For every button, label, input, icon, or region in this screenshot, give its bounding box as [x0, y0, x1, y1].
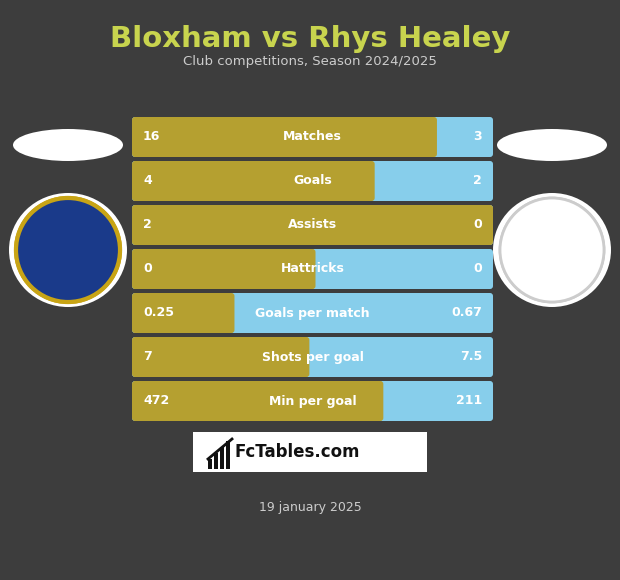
Text: 0: 0 — [473, 263, 482, 276]
Text: Matches: Matches — [283, 130, 342, 143]
Text: Club competitions, Season 2024/2025: Club competitions, Season 2024/2025 — [183, 55, 437, 68]
Ellipse shape — [13, 129, 123, 161]
FancyBboxPatch shape — [132, 381, 493, 421]
FancyBboxPatch shape — [132, 337, 309, 377]
Text: Bloxham vs Rhys Healey: Bloxham vs Rhys Healey — [110, 25, 510, 53]
FancyBboxPatch shape — [132, 117, 437, 157]
Text: 2: 2 — [143, 219, 152, 231]
FancyBboxPatch shape — [132, 161, 374, 201]
Text: 2: 2 — [473, 175, 482, 187]
Text: Min per goal: Min per goal — [268, 394, 356, 408]
FancyBboxPatch shape — [193, 432, 427, 472]
Text: 0: 0 — [473, 219, 482, 231]
Bar — [220, 447, 224, 469]
FancyBboxPatch shape — [132, 293, 493, 333]
Text: 3: 3 — [474, 130, 482, 143]
FancyBboxPatch shape — [132, 249, 316, 289]
FancyBboxPatch shape — [132, 205, 493, 245]
FancyBboxPatch shape — [132, 293, 234, 333]
Ellipse shape — [497, 129, 607, 161]
Text: 19 january 2025: 19 january 2025 — [259, 502, 361, 514]
Text: Goals per match: Goals per match — [255, 306, 370, 320]
Bar — [226, 441, 230, 469]
FancyBboxPatch shape — [132, 337, 493, 377]
Text: Shots per goal: Shots per goal — [262, 350, 363, 364]
Text: FcTables.com: FcTables.com — [235, 443, 360, 461]
Circle shape — [500, 198, 604, 302]
FancyBboxPatch shape — [132, 161, 493, 201]
Circle shape — [16, 198, 120, 302]
Text: Hattricks: Hattricks — [281, 263, 345, 276]
Text: 0: 0 — [143, 263, 152, 276]
Text: Goals: Goals — [293, 175, 332, 187]
FancyBboxPatch shape — [132, 381, 383, 421]
FancyBboxPatch shape — [132, 205, 493, 245]
Text: 16: 16 — [143, 130, 161, 143]
FancyBboxPatch shape — [132, 117, 493, 157]
Ellipse shape — [493, 193, 611, 307]
Bar — [208, 459, 212, 469]
Bar — [214, 453, 218, 469]
Text: 211: 211 — [456, 394, 482, 408]
Text: 4: 4 — [143, 175, 152, 187]
Ellipse shape — [9, 193, 127, 307]
Text: 0.25: 0.25 — [143, 306, 174, 320]
Text: 7.5: 7.5 — [460, 350, 482, 364]
FancyBboxPatch shape — [132, 249, 493, 289]
Text: 0.67: 0.67 — [451, 306, 482, 320]
Text: 7: 7 — [143, 350, 152, 364]
Text: Assists: Assists — [288, 219, 337, 231]
Text: 472: 472 — [143, 394, 169, 408]
